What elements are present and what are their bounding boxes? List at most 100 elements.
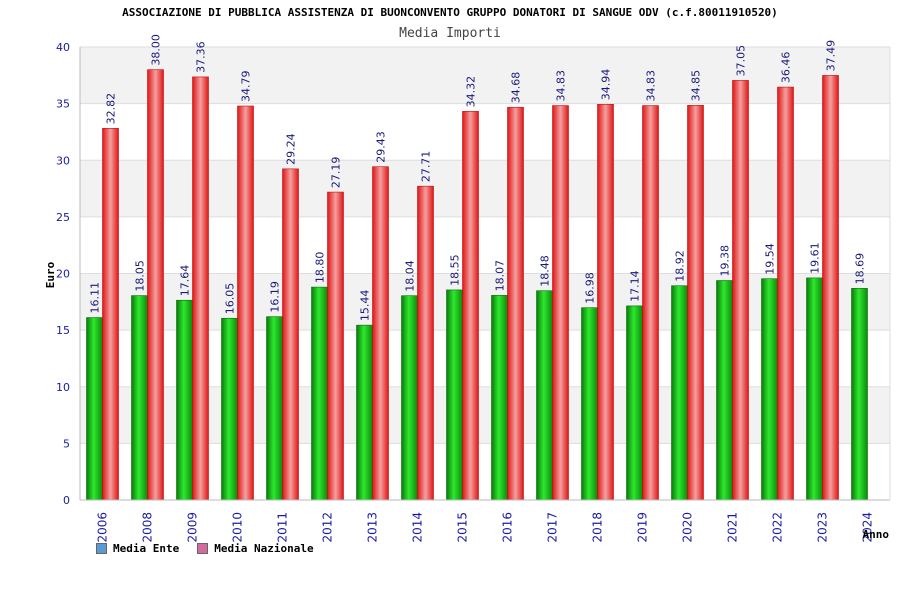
bar-media-nazionale (192, 76, 209, 501)
data-label-media-ente: 16.19 (269, 281, 282, 313)
x-tick-label: 2021 (726, 512, 740, 543)
bar-media-ente (266, 316, 283, 501)
legend: Media Ente Media Nazionale (96, 542, 314, 555)
x-tick-label: 2020 (681, 512, 695, 543)
bar-media-ente (761, 278, 778, 501)
bar-media-ente (221, 317, 238, 501)
data-label-media-ente: 18.07 (494, 260, 507, 292)
data-label-media-ente: 19.61 (809, 242, 822, 274)
bar-media-nazionale (597, 104, 614, 501)
data-label-media-ente: 18.80 (314, 252, 327, 284)
legend-item-media-nazionale: Media Nazionale (197, 542, 314, 555)
bar-media-ente (671, 285, 688, 501)
x-tick-label: 2019 (636, 512, 650, 543)
grid-band (80, 103, 890, 161)
grid-band (80, 330, 890, 387)
chart-subtitle: Media Importi (399, 26, 501, 41)
bar-media-nazionale (822, 75, 839, 501)
legend-swatch-media-ente (96, 543, 107, 554)
bar-media-ente (581, 307, 598, 501)
x-tick-label: 2023 (816, 512, 830, 543)
x-tick-label: 2012 (321, 512, 335, 543)
x-tick-label: 2013 (366, 512, 380, 543)
y-tick-label: 25 (56, 211, 70, 224)
bar-media-nazionale (552, 105, 569, 501)
data-label-media-nazionale: 34.83 (645, 70, 658, 102)
data-label-media-nazionale: 38.00 (150, 34, 163, 66)
data-label-media-ente: 18.48 (539, 255, 552, 287)
data-label-media-ente: 17.64 (179, 265, 192, 297)
data-label-media-nazionale: 37.36 (195, 41, 208, 73)
data-label-media-nazionale: 27.71 (420, 151, 433, 183)
bar-media-nazionale (327, 191, 344, 501)
bar-media-nazionale (507, 106, 524, 501)
bar-media-nazionale (237, 105, 254, 501)
data-label-media-ente: 16.98 (584, 272, 597, 304)
x-tick-label: 2022 (771, 512, 785, 543)
x-tick-label: 2010 (231, 512, 245, 543)
data-label-media-ente: 17.14 (629, 270, 642, 302)
data-label-media-nazionale: 34.94 (600, 69, 613, 101)
y-tick-label: 40 (56, 41, 70, 54)
bar-media-nazionale (147, 69, 164, 501)
data-label-media-nazionale: 27.19 (330, 157, 343, 189)
x-tick-label: 2017 (546, 512, 560, 543)
data-label-media-nazionale: 34.79 (240, 71, 253, 103)
data-label-media-nazionale: 34.32 (465, 76, 478, 108)
bar-media-nazionale (642, 105, 659, 501)
data-label-media-nazionale: 32.82 (105, 93, 118, 125)
grid-band (80, 443, 890, 500)
data-label-media-nazionale: 34.85 (690, 70, 703, 102)
legend-item-media-ente: Media Ente (96, 542, 179, 555)
x-axis-title: Anno (863, 528, 890, 541)
x-tick-label: 2009 (186, 512, 200, 543)
y-tick-label: 5 (63, 437, 70, 450)
chart-title: ASSOCIAZIONE DI PUBBLICA ASSISTENZA DI B… (122, 6, 778, 19)
data-label-media-nazionale: 37.05 (735, 45, 748, 77)
x-tick-label: 2008 (141, 512, 155, 543)
x-tick-label: 2016 (501, 512, 515, 543)
data-label-media-nazionale: 29.24 (285, 133, 298, 165)
bars (86, 69, 868, 501)
data-label-media-nazionale: 29.43 (375, 131, 388, 163)
y-tick-label: 20 (56, 268, 70, 281)
grid-band (80, 47, 890, 104)
bar-media-ente (806, 277, 823, 501)
grid-lines (80, 46, 890, 501)
bar-media-ente (716, 280, 733, 501)
bar-media-ente (536, 290, 553, 501)
x-tick-label: 2011 (276, 512, 290, 543)
data-label-media-nazionale: 34.68 (510, 72, 523, 104)
bar-media-nazionale (417, 185, 434, 501)
bar-media-ente (401, 295, 418, 501)
x-tick-label: 2018 (591, 512, 605, 543)
data-label-media-ente: 18.04 (404, 260, 417, 292)
data-label-media-ente: 18.92 (674, 250, 687, 282)
bar-media-ente (446, 289, 463, 501)
grid-band (80, 160, 890, 217)
legend-label-media-nazionale: Media Nazionale (214, 542, 314, 555)
bar-media-ente (311, 286, 328, 501)
x-tick-label: 2014 (411, 512, 425, 543)
y-axis-title: Euro (44, 261, 57, 288)
data-label-media-nazionale: 36.46 (780, 52, 793, 84)
data-label-media-ente: 18.55 (449, 254, 462, 286)
y-tick-label: 30 (56, 154, 70, 167)
y-tick-label: 10 (56, 381, 70, 394)
data-labels: 16.11 32.82 18.05 38.00 17.64 37.36 16.05 34.79… (89, 34, 867, 321)
x-tick-label: 2024 (861, 512, 875, 543)
data-label-media-ente: 19.38 (719, 245, 732, 277)
bar-media-nazionale (102, 128, 119, 501)
y-tick-label: 0 (63, 494, 70, 507)
data-label-media-ente: 16.05 (224, 283, 237, 315)
legend-swatch-media-nazionale (197, 543, 209, 554)
grid-bands (80, 47, 890, 500)
bar-media-nazionale (732, 80, 749, 501)
bar-media-ente (491, 295, 508, 501)
axes: 0 5 10 15 20 25 30 35 40 2006 2008 2009 2010 2011 2012… (44, 41, 891, 543)
x-tick-label: 2015 (456, 512, 470, 543)
data-label-media-ente: 16.11 (89, 282, 102, 314)
data-label-media-ente: 18.69 (854, 253, 867, 285)
grid-band (80, 216, 890, 274)
